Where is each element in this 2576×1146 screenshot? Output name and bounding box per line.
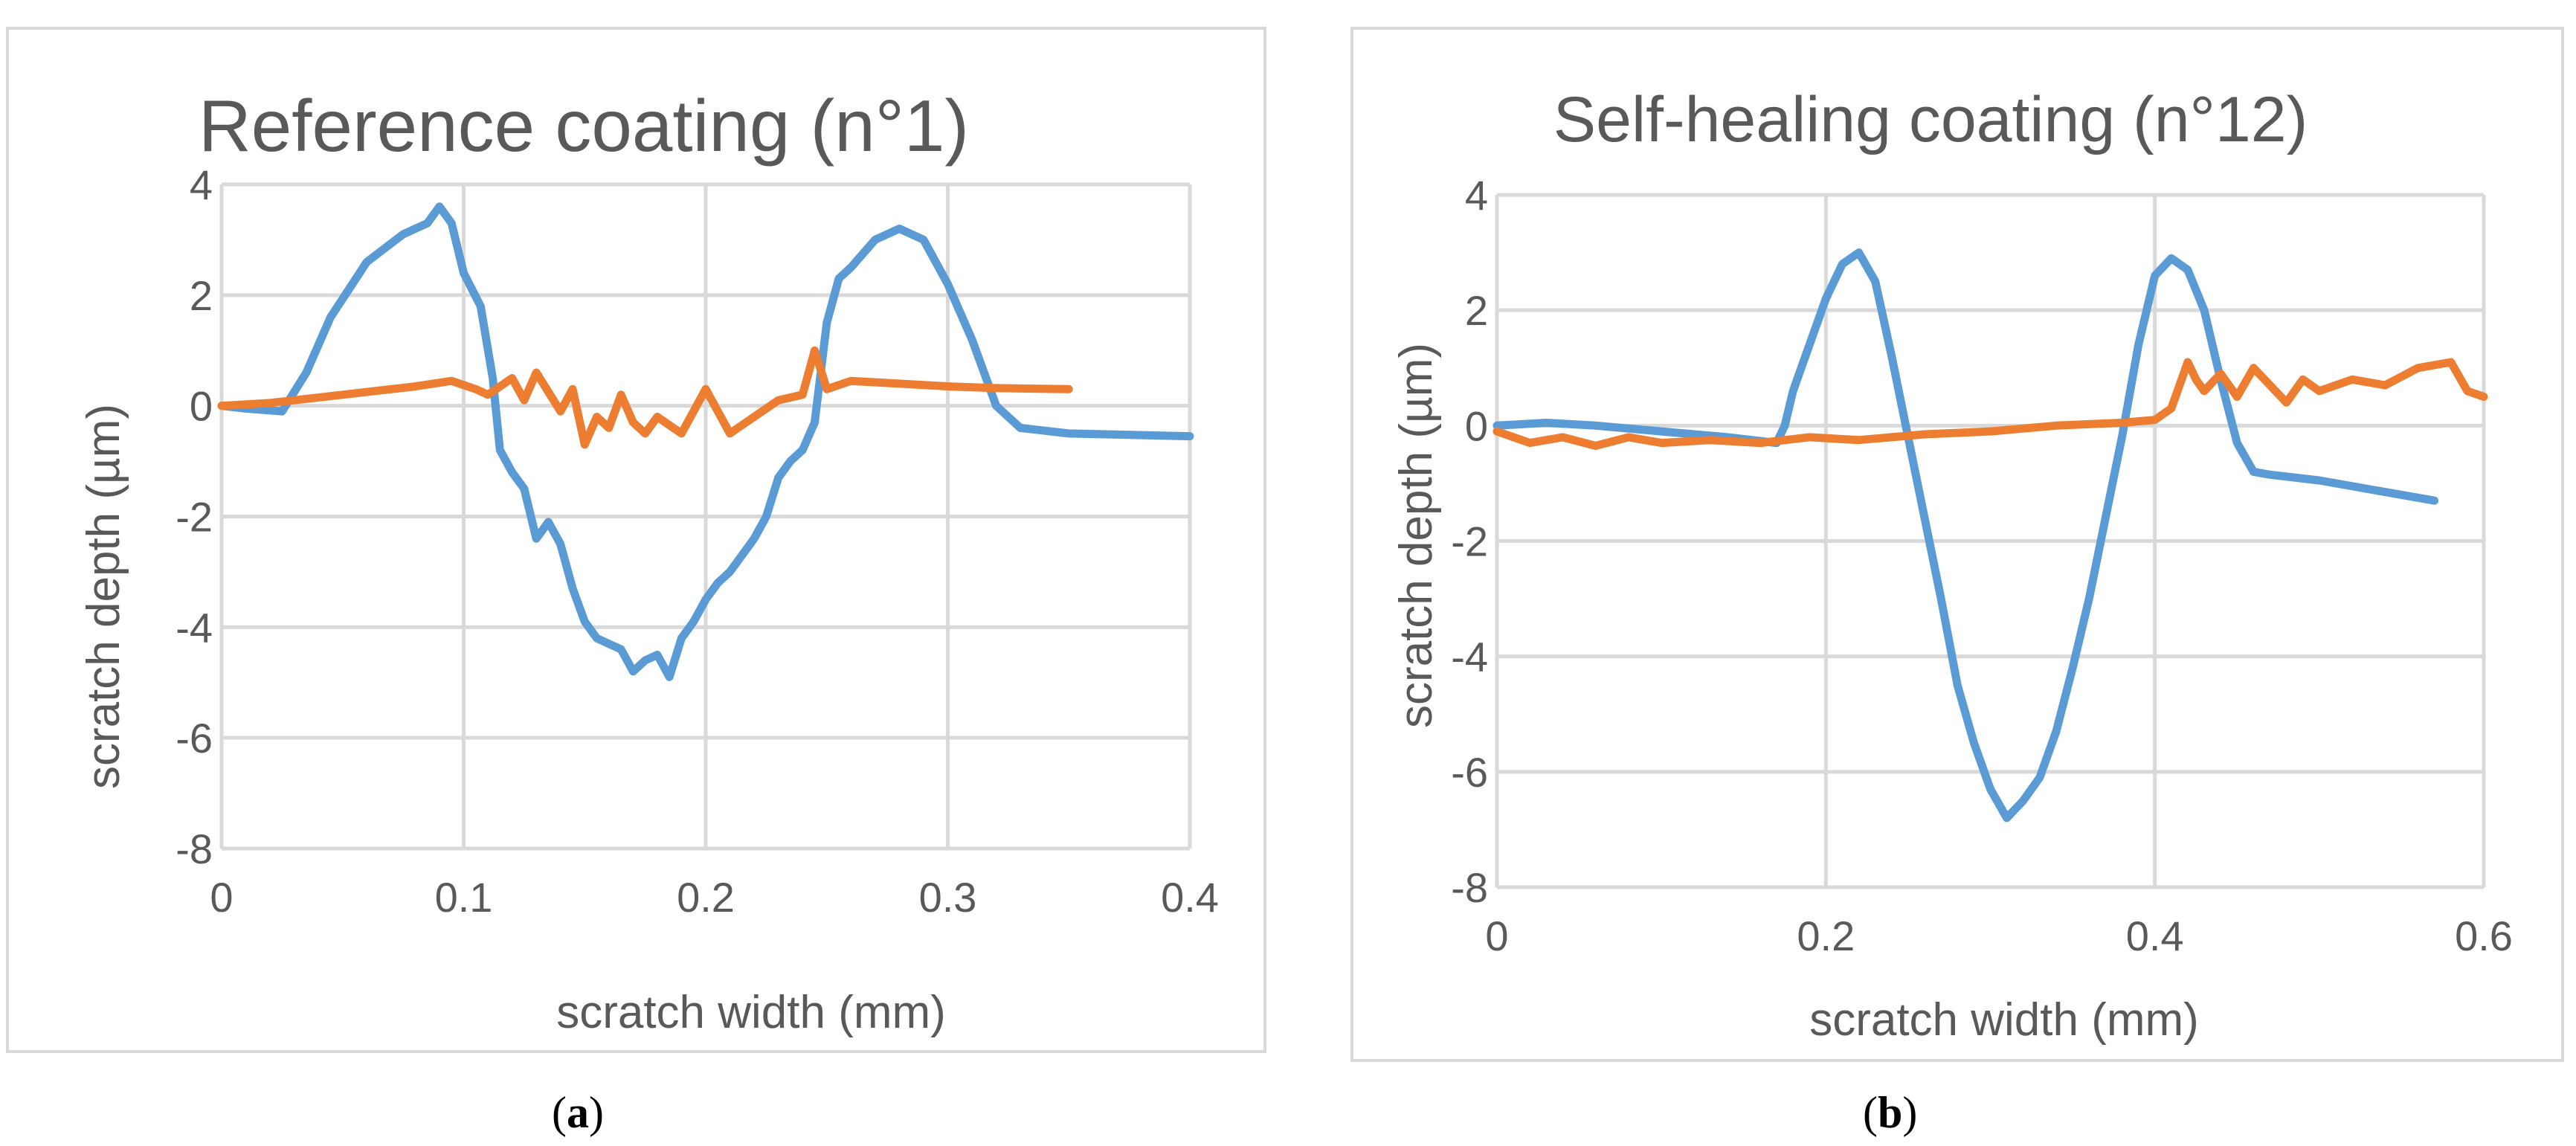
caption-a: (a) — [552, 1088, 604, 1137]
panel-a-y-tick-label: -8 — [176, 825, 213, 872]
panel-a-frame — [6, 27, 1266, 1053]
panel-a-y-tick-label: -2 — [176, 494, 213, 541]
panel-a-y-tick-label: 2 — [190, 272, 213, 319]
panel-a-series — [217, 202, 1194, 681]
panel-a-y-tick-label: -6 — [176, 715, 213, 762]
panel-b-x-tick-label: 0.2 — [1797, 912, 1855, 959]
panel-a-x-tick-label: 0.1 — [435, 874, 493, 921]
panel-a-x-tick-label: 0 — [210, 874, 233, 921]
panel-a-ylabel: scratch depth (µm) — [78, 404, 129, 789]
panel-b-x-tick-label: 0.4 — [2126, 912, 2184, 959]
panel-a-y-tick-label: 0 — [190, 383, 213, 430]
panel-b-grid — [1495, 193, 2486, 889]
caption-b: (b) — [1863, 1088, 1918, 1137]
panel-b-series-orange-line — [1493, 358, 2488, 450]
panel-a-series-orange-line — [217, 346, 1073, 449]
panel-b-title: Self-healing coating (n°12) — [1553, 84, 2308, 155]
panel-b-ylabel: scratch depth (µm) — [1391, 343, 1442, 728]
panel-a-series-blue-line — [217, 202, 1194, 681]
panel-a-x-tick-label: 0.3 — [919, 874, 977, 921]
panel-b-x-tick-label: 0 — [1485, 912, 1508, 959]
caption-a-letter: a — [566, 1088, 589, 1137]
caption-b-letter: b — [1877, 1088, 1903, 1137]
panel-b-y-tick-label: 2 — [1465, 287, 1488, 334]
panel-b-y-tick-label: -6 — [1451, 749, 1488, 796]
panel-a-x-tick-label: 0.4 — [1161, 874, 1219, 921]
panel-b-xlabel: scratch width (mm) — [1809, 994, 2199, 1046]
panel-b-y-tick-label: 4 — [1465, 172, 1488, 219]
panel-b-x-tick-label: 0.6 — [2455, 912, 2513, 959]
panel-b-y-tick-label: 0 — [1465, 402, 1488, 449]
panel-a-title: Reference coating (n°1) — [199, 85, 969, 167]
panel-b-frame — [1350, 27, 2564, 1062]
panel-a-y-tick-label: 4 — [190, 161, 213, 208]
panel-b: Self-healing coating (n°12) 420-2-4-6-80… — [1350, 27, 2564, 1062]
panel-a-ticks: 420-2-4-6-80 0.1 0.2 0.3 0.4 — [176, 161, 1219, 921]
panel-b-y-tick-label: -4 — [1451, 634, 1488, 680]
panel-a-x-tick-label: 0.2 — [677, 874, 735, 921]
panel-b-y-tick-label: -2 — [1451, 518, 1488, 565]
panel-a-xlabel: scratch width (mm) — [556, 987, 946, 1038]
panel-b-series — [1493, 248, 2488, 823]
panel-b-y-tick-label: -8 — [1451, 864, 1488, 911]
panel-a-y-tick-label: -4 — [176, 604, 213, 651]
panel-b-series-blue-line — [1493, 248, 2439, 823]
panel-b-ticks: 420-2-4-6-80 0.2 0.4 0.6 — [1451, 172, 2513, 959]
panel-a: Reference coating (n°1) 420-2-4-6-80 0.1 0… — [6, 27, 1266, 1053]
panel-a-grid — [219, 182, 1192, 851]
